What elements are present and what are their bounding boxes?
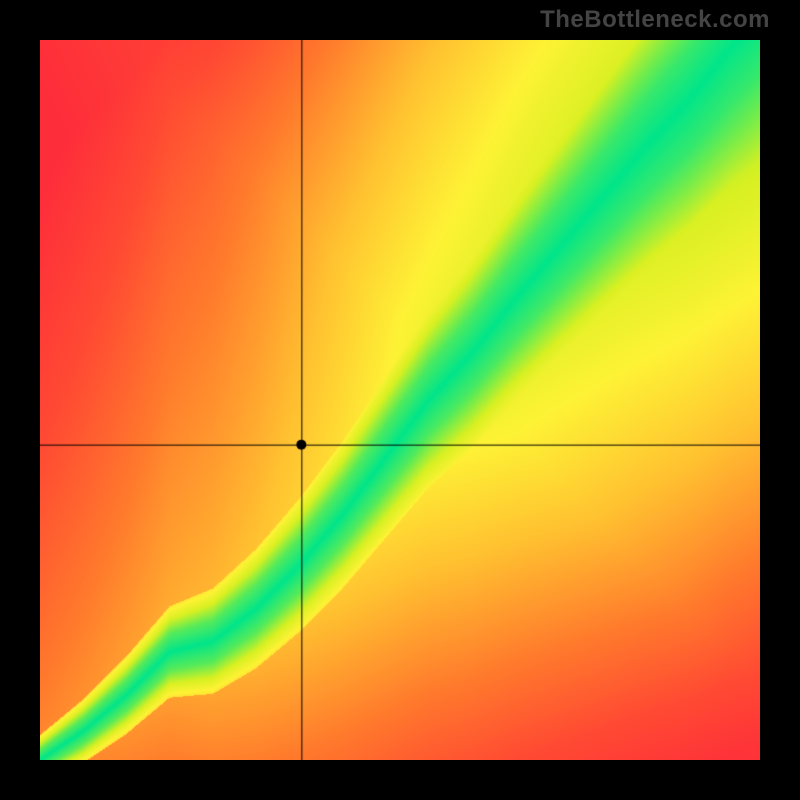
heatmap-canvas (40, 40, 760, 760)
chart-frame: TheBottleneck.com (0, 0, 800, 800)
watermark-text: TheBottleneck.com (540, 6, 770, 34)
heatmap-plot (40, 40, 760, 760)
